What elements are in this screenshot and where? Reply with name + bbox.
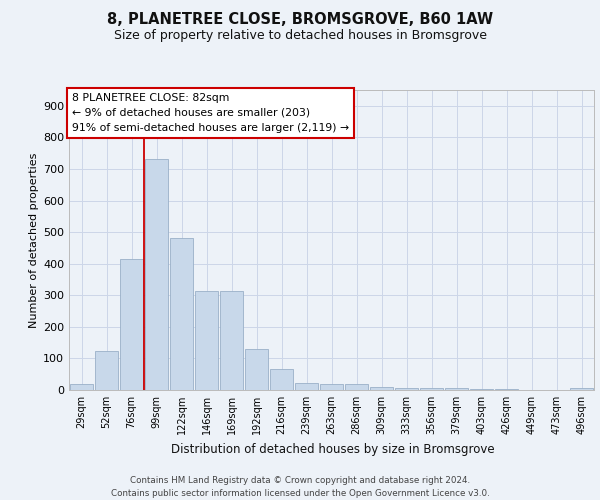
- Bar: [419, 388, 443, 390]
- Bar: [370, 387, 394, 390]
- Text: Contains HM Land Registry data © Crown copyright and database right 2024.
Contai: Contains HM Land Registry data © Crown c…: [110, 476, 490, 498]
- Bar: [395, 388, 418, 390]
- Text: 8 PLANETREE CLOSE: 82sqm
← 9% of detached houses are smaller (203)
91% of semi-d: 8 PLANETREE CLOSE: 82sqm ← 9% of detache…: [72, 93, 349, 133]
- Bar: [445, 388, 469, 390]
- Bar: [70, 384, 94, 390]
- Bar: [344, 384, 368, 390]
- Bar: [119, 259, 143, 390]
- Bar: [170, 238, 193, 390]
- Bar: [145, 160, 169, 390]
- Bar: [470, 389, 493, 390]
- Bar: [269, 370, 293, 390]
- Y-axis label: Number of detached properties: Number of detached properties: [29, 152, 39, 328]
- Bar: [220, 290, 244, 390]
- Text: Size of property relative to detached houses in Bromsgrove: Size of property relative to detached ho…: [113, 29, 487, 42]
- Bar: [194, 290, 218, 390]
- Bar: [245, 349, 268, 390]
- Bar: [95, 352, 118, 390]
- Text: Distribution of detached houses by size in Bromsgrove: Distribution of detached houses by size …: [171, 442, 495, 456]
- Bar: [295, 383, 319, 390]
- Bar: [569, 388, 593, 390]
- Bar: [320, 384, 343, 390]
- Text: 8, PLANETREE CLOSE, BROMSGROVE, B60 1AW: 8, PLANETREE CLOSE, BROMSGROVE, B60 1AW: [107, 12, 493, 28]
